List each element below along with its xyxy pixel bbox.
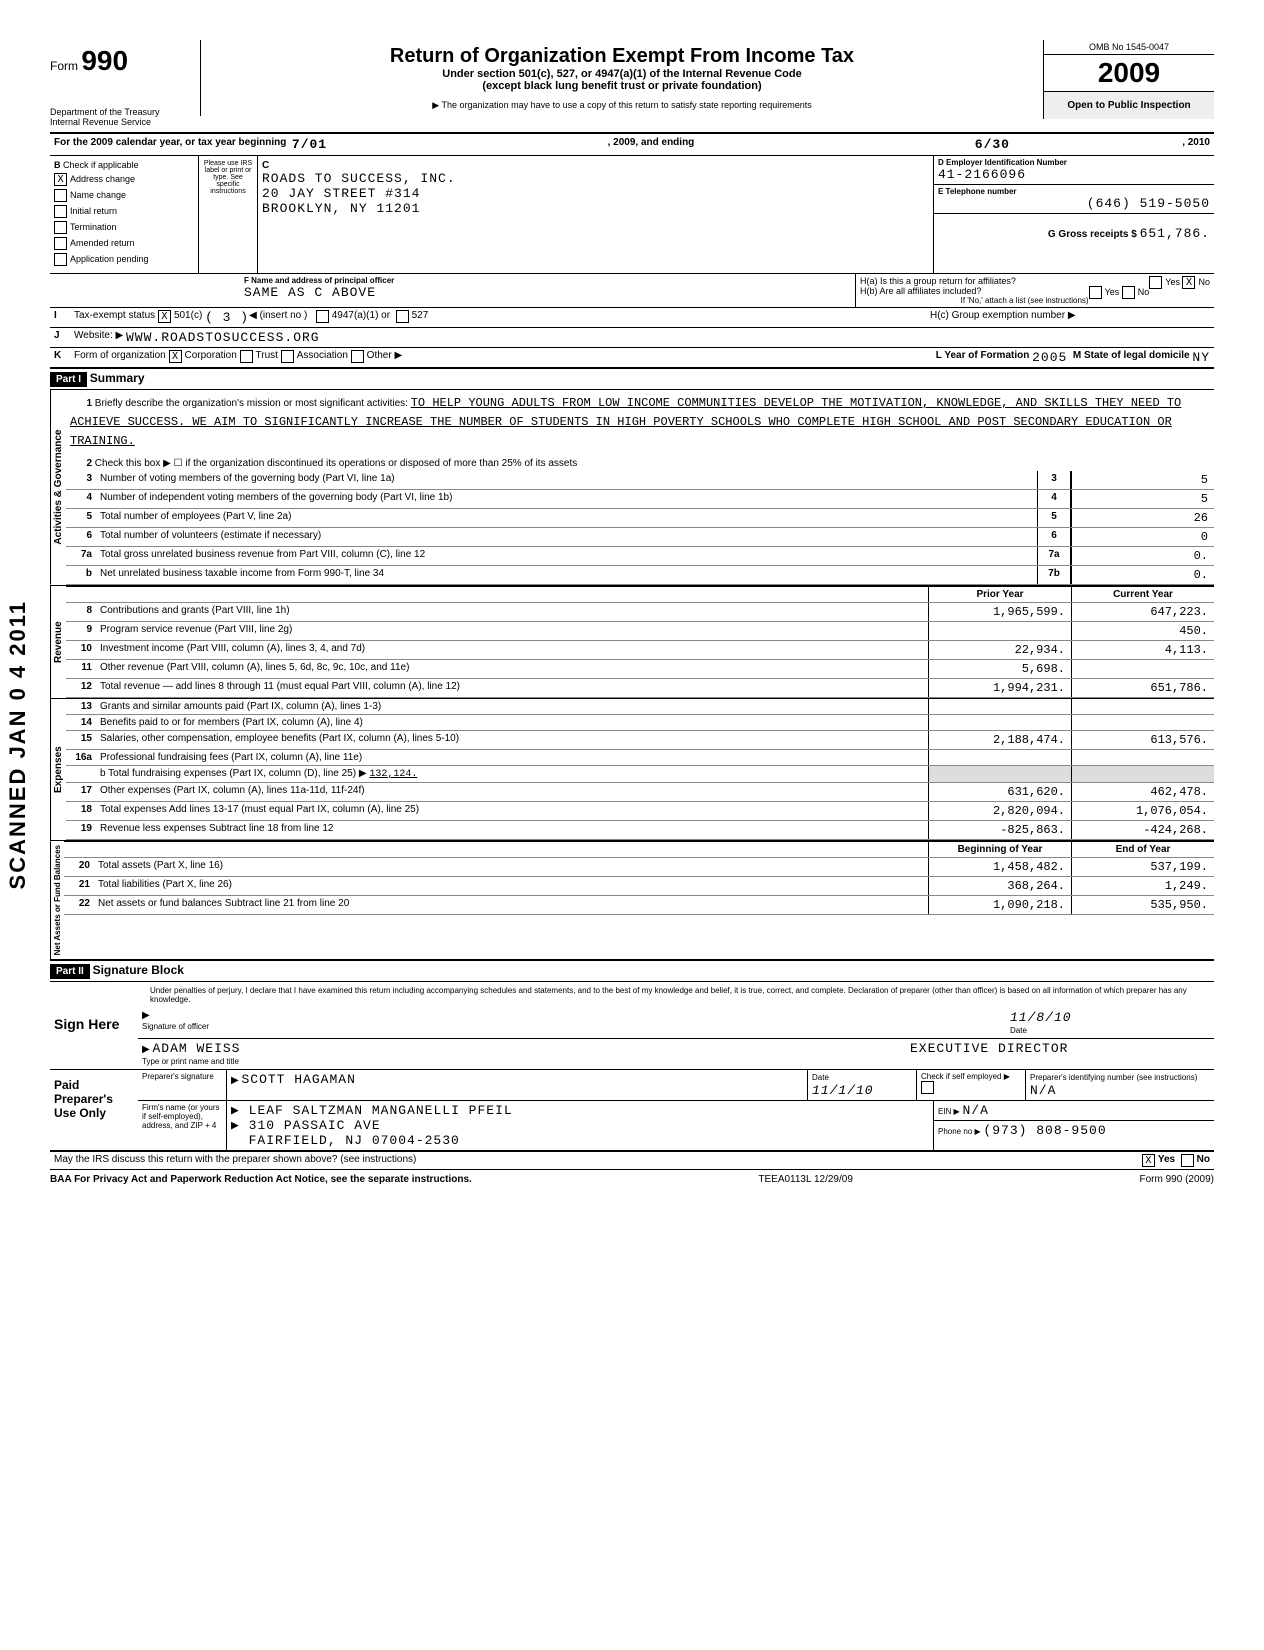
begin-year-header: Beginning of Year	[928, 842, 1071, 857]
governance-label: Activities & Governance	[50, 390, 66, 585]
line-b: bNet unrelated business taxable income f…	[66, 566, 1214, 585]
dept-treasury: Department of the Treasury	[50, 107, 200, 117]
line-k: K Form of organization XCorporation Trus…	[50, 348, 1214, 369]
ein-label: D Employer Identification Number	[938, 158, 1210, 167]
line-13: 13Grants and similar amounts paid (Part …	[66, 699, 1214, 715]
firm-addr1: 310 PASSAIC AVE	[249, 1118, 381, 1133]
line-12: 12Total revenue — add lines 8 through 11…	[66, 679, 1214, 698]
ein-value: 41-2166096	[938, 167, 1210, 182]
revenue-label: Revenue	[50, 586, 66, 698]
form-number: Form 990	[50, 45, 200, 77]
part1-header: Part I Summary	[50, 369, 1214, 390]
perjury-text: Under penalties of perjury, I declare th…	[50, 982, 1214, 1008]
check-name-change[interactable]: Name change	[54, 189, 194, 202]
line2: Check this box ▶ ☐ if the organization d…	[95, 458, 577, 469]
check-amended[interactable]: Amended return	[54, 237, 194, 250]
officer-date: 11/8/10	[1010, 1010, 1072, 1025]
line-9: 9Program service revenue (Part VIII, lin…	[66, 622, 1214, 641]
hc-label: H(c) Group exemption number ▶	[930, 310, 1210, 325]
org-addr2: BROOKLYN, NY 11201	[262, 201, 929, 216]
part2-header: Part II Signature Block	[50, 961, 1214, 982]
line-18: 18Total expenses Add lines 13-17 (must e…	[66, 802, 1214, 821]
line-20: 20Total assets (Part X, line 16)1,458,48…	[64, 858, 1214, 877]
current-year-header: Current Year	[1071, 587, 1214, 602]
line-7a: 7aTotal gross unrelated business revenue…	[66, 547, 1214, 566]
principal-officer: SAME AS C ABOVE	[244, 285, 851, 300]
line-15: 15Salaries, other compensation, employee…	[66, 731, 1214, 750]
line-11: 11Other revenue (Part VIII, column (A), …	[66, 660, 1214, 679]
state-domicile: NY	[1192, 350, 1210, 365]
line-5: 5Total number of employees (Part V, line…	[66, 509, 1214, 528]
line-8: 8Contributions and grants (Part VIII, li…	[66, 603, 1214, 622]
line-16a: 16aProfessional fundraising fees (Part I…	[66, 750, 1214, 766]
period-begin: 7/01	[292, 137, 327, 152]
net-assets-label: Net Assets or Fund Balances	[50, 841, 64, 959]
line-17: 17Other expenses (Part IX, column (A), l…	[66, 783, 1214, 802]
org-addr1: 20 JAY STREET #314	[262, 186, 929, 201]
discuss-row: May the IRS discuss this return with the…	[50, 1152, 1214, 1170]
phone-value: (646) 519-5050	[938, 196, 1210, 211]
line16b-value: 132,124.	[369, 769, 417, 780]
line-i: I Tax-exempt status X501(c) ( 3 )◀ (inse…	[50, 308, 1214, 328]
line-3: 3Number of voting members of the governi…	[66, 471, 1214, 490]
firm-addr2: FAIRFIELD, NJ 07004-2530	[249, 1133, 460, 1148]
footer: BAA For Privacy Act and Paperwork Reduct…	[50, 1170, 1214, 1185]
preparer-name: SCOTT HAGAMAN	[241, 1072, 355, 1087]
org-name: ROADS TO SUCCESS, INC.	[262, 171, 929, 186]
firm-name: LEAF SALTZMAN MANGANELLI PFEIL	[249, 1103, 513, 1118]
check-termination[interactable]: Termination	[54, 221, 194, 234]
gross-receipts-value: 651,786.	[1140, 226, 1210, 241]
phone-label: E Telephone number	[938, 187, 1210, 196]
firm-phone: (973) 808-9500	[983, 1123, 1106, 1138]
section-bcd: B Check if applicable XAddress change Na…	[50, 156, 1214, 274]
main-title: Return of Organization Exempt From Incom…	[211, 45, 1033, 68]
line-6: 6Total number of volunteers (estimate if…	[66, 528, 1214, 547]
end-year-header: End of Year	[1071, 842, 1214, 857]
year-formation: 2005	[1032, 350, 1067, 365]
period-row: For the 2009 calendar year, or tax year …	[50, 134, 1214, 156]
gross-receipts-label: G Gross receipts $	[1048, 229, 1137, 240]
website-value: WWW.ROADSTOSUCCESS.ORG	[126, 330, 320, 345]
scanned-stamp: SCANNED JAN 0 4 2011	[5, 600, 31, 889]
check-address-change[interactable]: XAddress change	[54, 173, 194, 186]
officer-name: ADAM WEISS	[152, 1041, 240, 1056]
dept-irs: Internal Revenue Service	[50, 117, 200, 127]
line-19: 19Revenue less expenses Subtract line 18…	[66, 821, 1214, 840]
line-10: 10Investment income (Part VIII, column (…	[66, 641, 1214, 660]
line-22: 22Net assets or fund balances Subtract l…	[64, 896, 1214, 915]
sign-here-label: Sign Here	[50, 1008, 138, 1069]
expenses-label: Expenses	[50, 699, 66, 840]
line-21: 21Total liabilities (Part X, line 26)368…	[64, 877, 1214, 896]
state-note: ▶ The organization may have to use a cop…	[211, 100, 1033, 111]
subtitle-2: (except black lung benefit trust or priv…	[211, 80, 1033, 92]
prior-year-header: Prior Year	[928, 587, 1071, 602]
please-use-label: Please use IRS label or print or type. S…	[199, 156, 258, 273]
line-j: J Website: ▶ WWW.ROADSTOSUCCESS.ORG	[50, 328, 1214, 348]
check-initial-return[interactable]: Initial return	[54, 205, 194, 218]
tax-year: 2009	[1044, 55, 1214, 92]
ha-row: H(a) Is this a group return for affiliat…	[860, 276, 1210, 286]
line-4: 4Number of independent voting members of…	[66, 490, 1214, 509]
section-fh: F Name and address of principal officer …	[50, 274, 1214, 308]
check-app-pending[interactable]: Application pending	[54, 253, 194, 266]
subtitle-1: Under section 501(c), 527, or 4947(a)(1)…	[211, 68, 1033, 80]
form-header: Form 990 Department of the Treasury Inte…	[50, 40, 1214, 134]
omb-number: OMB No 1545-0047	[1044, 40, 1214, 55]
public-inspection: Open to Public Inspection	[1044, 92, 1214, 119]
firm-ein: N/A	[963, 1103, 989, 1118]
ptin-value: N/A	[1030, 1083, 1056, 1098]
paid-preparer-label: Paid Preparer's Use Only	[50, 1070, 138, 1150]
preparer-date: 11/1/10	[812, 1083, 874, 1098]
period-end: 6/30	[975, 137, 1010, 152]
line-14: 14Benefits paid to or for members (Part …	[66, 715, 1214, 731]
officer-title: EXECUTIVE DIRECTOR	[906, 1039, 1214, 1069]
